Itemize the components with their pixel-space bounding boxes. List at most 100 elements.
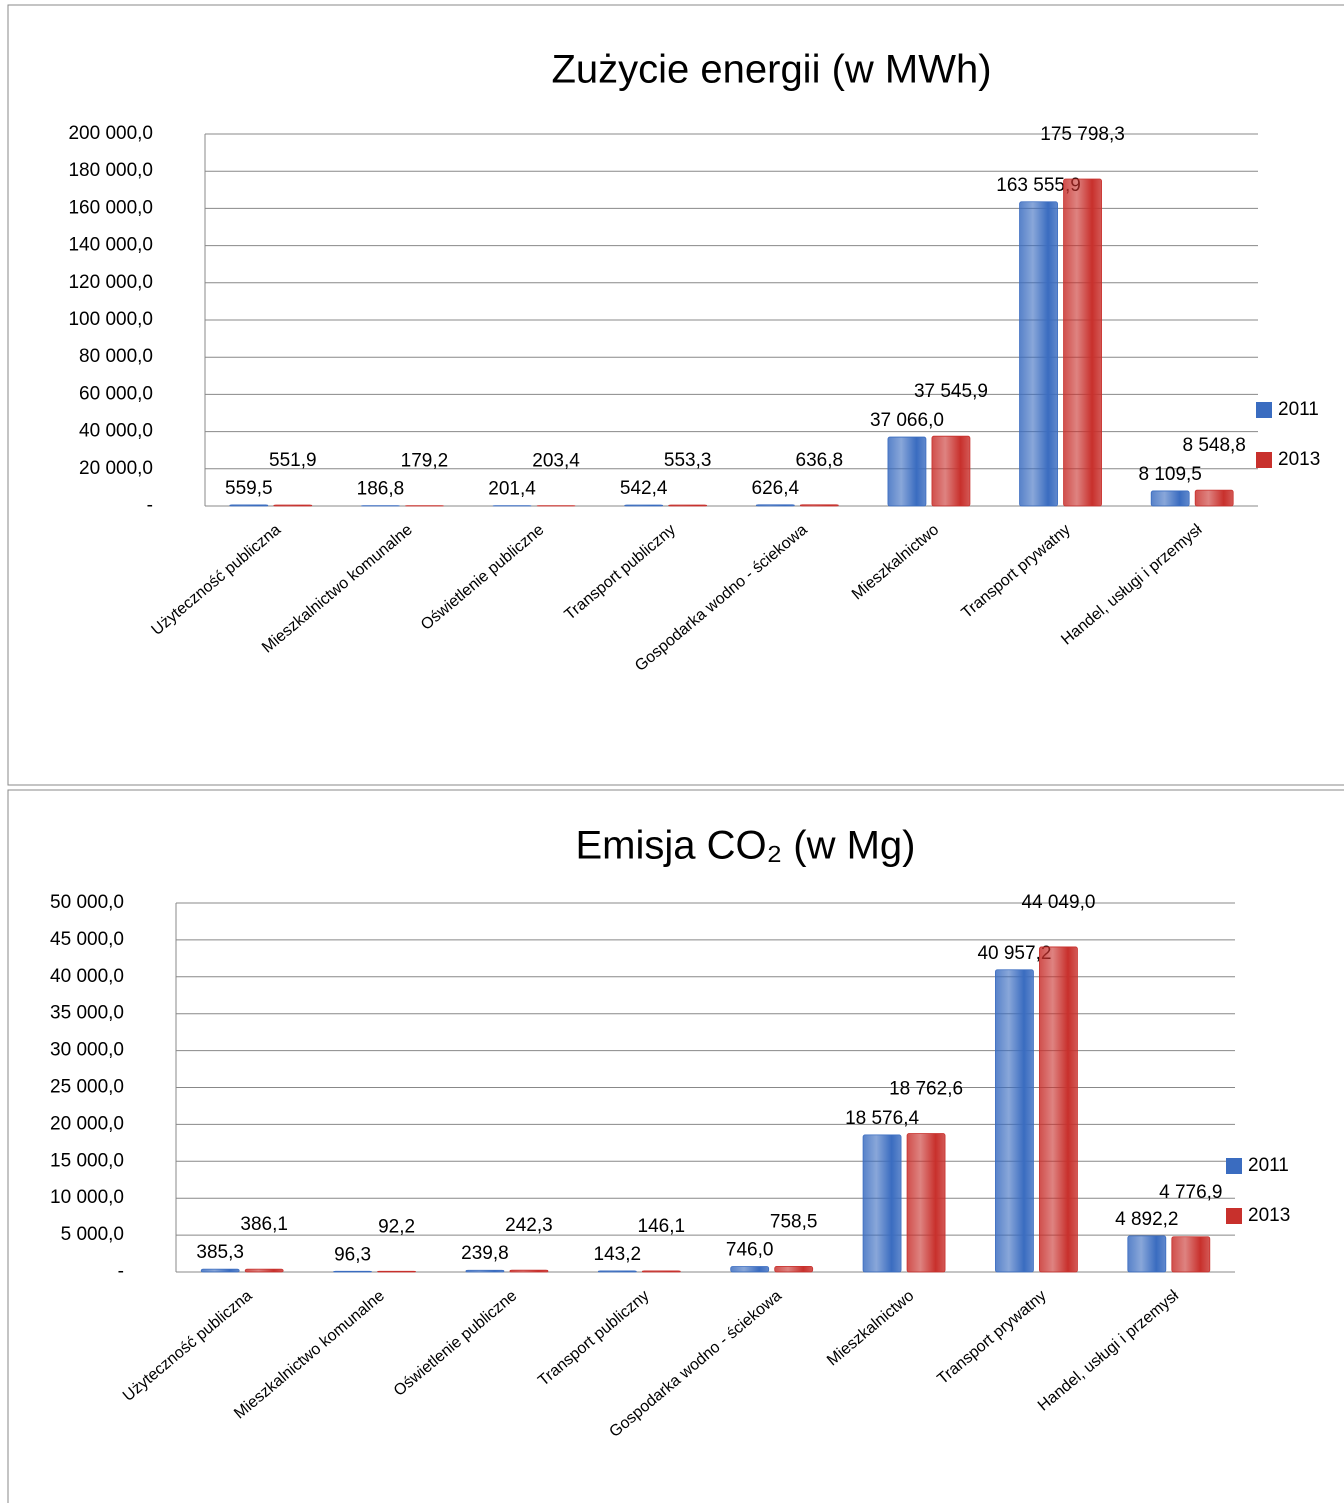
bar xyxy=(465,1269,505,1273)
bar xyxy=(906,1133,946,1273)
data-label: 96,3 xyxy=(334,1244,371,1265)
x-tick-label: Mieszkalnictwo xyxy=(849,521,942,603)
legend-swatch xyxy=(1226,1208,1242,1224)
x-tick-label: Oświetlenie publiczne xyxy=(391,1287,521,1400)
data-label: 92,2 xyxy=(378,1216,415,1237)
data-label: 163 555,9 xyxy=(996,175,1081,196)
data-label: 203,4 xyxy=(532,451,580,472)
y-tick-label: - xyxy=(147,495,153,516)
y-tick-label: 60 000,0 xyxy=(79,383,153,404)
y-tick-label: 10 000,0 xyxy=(50,1187,124,1208)
data-label: 559,5 xyxy=(225,478,273,499)
bar xyxy=(333,1270,372,1273)
x-tick-label: Użyteczność publiczna xyxy=(120,1287,256,1405)
data-label: 44 049,0 xyxy=(1021,892,1095,913)
data-label: 626,4 xyxy=(752,478,800,499)
x-tick-label: Mieszkalnictwo komunalne xyxy=(259,521,416,656)
legend-label: 2013 xyxy=(1278,449,1320,470)
bar xyxy=(244,1268,284,1273)
bar xyxy=(1019,201,1058,507)
chart-frame xyxy=(7,789,1344,1503)
y-tick-label: 120 000,0 xyxy=(68,272,153,293)
y-tick-label: 40 000,0 xyxy=(79,421,153,442)
y-tick-label: 35 000,0 xyxy=(50,1003,124,1024)
data-label: 385,3 xyxy=(196,1242,244,1263)
y-tick-label: 200 000,0 xyxy=(68,123,153,144)
x-tick-label: Mieszkalnictwo xyxy=(824,1287,917,1369)
y-tick-label: 30 000,0 xyxy=(50,1040,124,1061)
data-label: 37 066,0 xyxy=(870,410,944,431)
data-label: 40 957,2 xyxy=(977,943,1051,964)
chart-frame xyxy=(7,4,1344,786)
bar xyxy=(755,504,795,507)
data-label: 4 892,2 xyxy=(1115,1209,1178,1230)
x-tick-label: Handel, usługi i przemysł xyxy=(1035,1287,1183,1415)
data-label: 146,1 xyxy=(638,1216,686,1237)
y-tick-label: 45 000,0 xyxy=(50,929,124,950)
legend-swatch xyxy=(1256,402,1272,418)
bar xyxy=(509,1269,549,1273)
y-tick-label: 20 000,0 xyxy=(50,1113,124,1134)
legend-swatch xyxy=(1226,1158,1242,1174)
data-label: 18 576,4 xyxy=(845,1108,919,1129)
data-label: 758,5 xyxy=(770,1211,818,1232)
x-tick-label: Handel, usługi i przemysł xyxy=(1058,521,1206,649)
bar xyxy=(1150,490,1190,507)
x-tick-label: Transport prywatny xyxy=(958,521,1073,622)
x-tick-label: Oświetlenie publiczne xyxy=(418,521,548,634)
bar xyxy=(273,504,313,507)
y-tick-label: 180 000,0 xyxy=(68,160,153,181)
bar xyxy=(377,1270,416,1273)
x-tick-label: Użyteczność publiczna xyxy=(148,521,284,639)
bar xyxy=(200,1268,240,1273)
bar xyxy=(1171,1236,1211,1273)
data-label: 386,1 xyxy=(240,1214,288,1235)
bar xyxy=(229,504,269,507)
y-tick-label: - xyxy=(118,1261,124,1282)
data-label: 636,8 xyxy=(796,450,844,471)
bar xyxy=(668,504,708,507)
bar xyxy=(624,504,664,507)
data-label: 8 548,8 xyxy=(1182,435,1245,456)
y-tick-label: 160 000,0 xyxy=(68,197,153,218)
data-label: 37 545,9 xyxy=(914,381,988,402)
data-label: 551,9 xyxy=(269,450,317,471)
bar xyxy=(1127,1235,1167,1273)
bar xyxy=(1039,946,1078,1273)
bar xyxy=(774,1266,814,1273)
y-tick-label: 20 000,0 xyxy=(79,458,153,479)
data-label: 179,2 xyxy=(401,451,449,472)
chart-title: Emisja CO₂ (w Mg) xyxy=(576,824,916,868)
y-tick-label: 140 000,0 xyxy=(68,235,153,256)
data-label: 4 776,9 xyxy=(1159,1182,1222,1203)
x-tick-label: Transport publiczny xyxy=(562,521,679,623)
data-label: 239,8 xyxy=(461,1243,509,1264)
legend-swatch xyxy=(1256,452,1272,468)
data-label: 143,2 xyxy=(594,1244,642,1265)
data-label: 8 109,5 xyxy=(1138,464,1201,485)
y-tick-label: 50 000,0 xyxy=(50,892,124,913)
data-label: 186,8 xyxy=(357,479,405,500)
bar xyxy=(862,1134,902,1273)
bar xyxy=(641,1270,681,1273)
data-label: 201,4 xyxy=(488,479,536,500)
bar xyxy=(799,504,839,507)
bar xyxy=(1194,489,1234,507)
y-tick-label: 15 000,0 xyxy=(50,1150,124,1171)
y-tick-label: 40 000,0 xyxy=(50,966,124,987)
bar xyxy=(995,969,1034,1273)
legend-label: 2011 xyxy=(1278,399,1319,420)
y-tick-label: 5 000,0 xyxy=(61,1224,124,1245)
y-tick-label: 80 000,0 xyxy=(79,346,153,367)
bar xyxy=(597,1270,637,1273)
data-label: 746,0 xyxy=(726,1240,774,1261)
data-label: 542,4 xyxy=(620,478,668,499)
bar xyxy=(931,435,971,507)
data-label: 175 798,3 xyxy=(1040,124,1125,145)
x-tick-label: Transport publiczny xyxy=(535,1287,652,1389)
x-tick-label: Transport prywatny xyxy=(934,1287,1049,1388)
data-label: 553,3 xyxy=(664,450,712,471)
chart-title: Zużycie energii (w MWh) xyxy=(551,48,991,92)
data-label: 242,3 xyxy=(505,1215,553,1236)
